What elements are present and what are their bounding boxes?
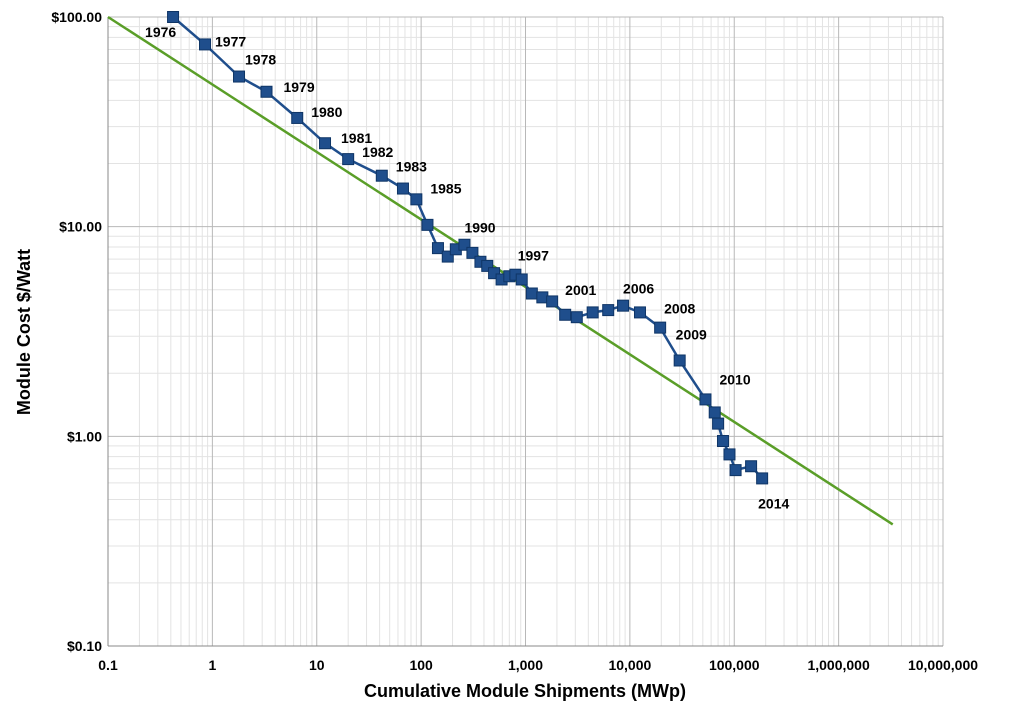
year-label: 2008 [664,301,695,317]
data-point-marker [745,460,758,473]
x-tick-label: 100,000 [709,657,760,673]
gridlines [107,16,944,647]
data-point-marker [654,321,667,334]
data-point-marker [559,308,572,321]
x-tick-label: 10 [309,657,325,673]
year-label: 1979 [283,79,314,95]
y-tick-label: $0.10 [67,638,102,654]
x-tick-label: 1 [208,657,216,673]
year-label: 2009 [676,326,707,342]
data-point-marker [167,11,180,23]
y-tick-label: $100.00 [51,9,102,25]
year-label: 2006 [623,281,654,297]
year-label: 1978 [245,52,276,68]
data-point-marker [617,299,630,312]
year-label: 1990 [464,220,495,236]
x-tick-label: 1,000 [508,657,543,673]
data-point-marker [260,85,273,98]
data-point-marker [633,306,646,319]
data-point-marker [708,406,721,419]
data-point-marker [441,250,454,263]
data-point-marker [699,393,712,406]
data-point-marker [712,417,725,430]
data-point-marker [716,435,729,448]
y-tick-label: $10.00 [59,219,102,235]
data-point-marker [756,472,769,485]
x-tick-label: 100 [409,657,433,673]
data-point-marker [481,259,494,272]
data-point-marker [673,354,686,367]
data-series-group [167,11,769,485]
year-label: 1983 [396,159,427,175]
x-tick-label: 10,000 [608,657,651,673]
x-axis-title: Cumulative Module Shipments (MWp) [364,681,686,701]
axes [107,17,943,647]
x-tick-label: 0.1 [98,657,118,673]
data-point-marker [546,295,559,308]
data-point-marker [199,38,212,51]
data-point-marker [586,306,599,319]
data-point-marker [291,111,304,124]
year-label: 2001 [565,282,596,298]
x-tick-label: 10,000,000 [908,657,978,673]
y-axis-title: Module Cost $/Watt [14,249,34,415]
data-point-marker [488,267,501,280]
data-point-marker [729,464,742,477]
x-tick-label: 1,000,000 [807,657,869,673]
year-label: 1976 [145,24,176,40]
data-point-marker [319,137,332,150]
trendline [107,15,894,526]
year-label: 2010 [719,371,750,387]
data-point-marker [421,218,434,231]
data-point-marker [723,448,736,461]
data-point-marker [396,182,409,195]
y-tick-label: $1.00 [67,428,102,444]
year-label: 1980 [311,104,342,120]
year-label: 1981 [341,130,372,146]
data-point-marker [233,70,246,83]
data-point-marker [602,304,615,317]
data-point-marker [570,311,583,324]
year-label: 1985 [430,180,461,196]
data-point-marker [458,238,471,251]
year-label: 2014 [758,495,789,511]
data-point-marker [410,193,423,206]
trendline-group [107,15,894,526]
data-point-marker [342,153,355,166]
data-point-marker [466,246,479,259]
year-label: 1977 [215,33,246,49]
year-label: 1982 [362,144,393,160]
data-point-marker [431,242,444,255]
data-point-marker [515,273,528,286]
tick-labels-group: 0.1 1 10 100 1,000 10,000 100,000 1,000,000 10,0… [51,9,978,673]
data-point-marker [525,287,538,300]
year-label: 1997 [518,247,549,263]
data-point-marker [375,169,388,182]
